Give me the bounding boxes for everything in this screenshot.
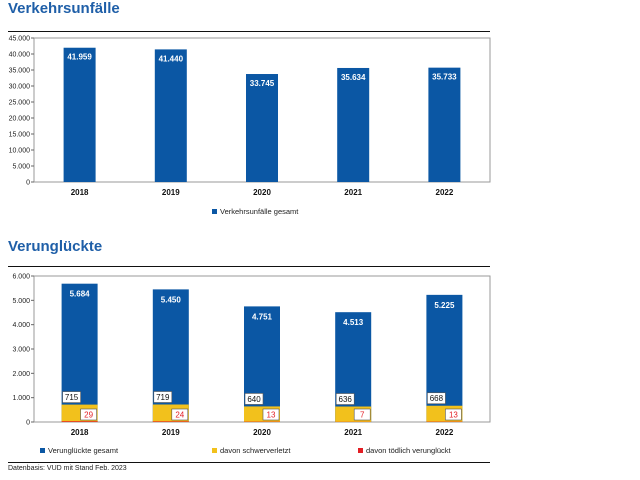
chart1-ytick-label: 5.000 [12,164,30,171]
chart2-severe-label-box [62,391,81,403]
chart1-title: Verkehrsunfälle [8,0,120,17]
chart2-ytick-label: 0 [26,420,30,427]
chart1-ytick-label: 15.000 [9,132,31,139]
chart2-legend-severe-label: davon schwerverletzt [220,446,291,455]
chart2-fatal-label-box [262,408,280,421]
chart1-xtick-label: 2021 [344,188,362,197]
chart2-severe-label: 719 [156,393,170,402]
chart2-total-label: 4.513 [343,318,364,327]
chart2-xtick-label: 2019 [162,428,180,437]
chart2-severe-label-box [153,391,173,403]
chart2-ytick-label: 6.000 [12,274,30,281]
chart2-legend-total-label: Verunglückte gesamt [48,446,119,455]
source-note: Datenbasis: VUD mit Stand Feb. 2023 [8,465,127,472]
chart1-ytick-label: 45.000 [9,36,31,43]
chart2-severe-label: 640 [247,395,261,404]
chart1-bar [154,49,187,182]
chart1-ytick-label: 40.000 [9,52,31,59]
chart1-bar [337,67,370,182]
chart2-legend-severe-swatch [212,448,217,453]
chart2-severe-label-box [427,392,446,405]
chart2-ytick-label: 4.000 [12,322,30,329]
chart2-top-rule [8,266,490,267]
chart1-ytick-label: 30.000 [9,84,31,91]
chart1-bar [246,74,278,182]
chart2-total-label: 5.225 [434,301,455,310]
chart1-top-rule [8,31,490,32]
chart1-ytick-label: 10.000 [9,148,31,155]
chart2-ytick-label: 5.000 [12,298,30,305]
chart1-data-label: 41.440 [159,54,184,63]
chart2-fatal-label-box [445,408,462,421]
chart2-total-label: 5.450 [161,295,182,304]
chart2-fatal-label-box [353,408,371,421]
chart2-xtick-label: 2020 [253,428,271,437]
chart1-xtick-label: 2022 [436,188,454,197]
chart2-total-label: 4.751 [252,312,273,321]
chart2-bar-total [335,312,372,422]
chart1-xtick-label: 2018 [71,188,89,197]
chart2-fatal-label: 7 [360,411,365,420]
chart2-xtick-label: 2018 [71,428,89,437]
chart2-ytick-label: 1.000 [12,395,30,402]
chart1-xtick-label: 2019 [162,188,180,197]
chart2-xtick-label: 2021 [344,428,362,437]
chart2-severe-label: 636 [339,395,353,404]
chart1-ytick-label: 20.000 [9,116,31,123]
chart1-ytick-label: 25.000 [9,100,31,107]
chart2-severe-label-box [244,393,264,405]
chart1-data-label: 35.634 [341,73,366,82]
chart2-fatal-label: 24 [175,411,184,420]
chart2-bar-fatal [61,421,98,422]
chart1-legend-label: Verkehrsunfälle gesamt [220,207,299,216]
chart1-ytick-label: 0 [26,180,30,187]
chart2-fatal-label: 13 [267,411,276,420]
chart2-severe-label: 715 [65,393,79,402]
chart2-legend-total-swatch [40,448,45,453]
chart2-xtick-label: 2022 [436,428,454,437]
chart2-fatal-label: 13 [449,411,458,420]
chart2-total-label: 5.684 [70,290,91,299]
chart1-data-label: 35.733 [432,73,457,82]
chart2-severe-label-box [335,393,355,405]
chart1-bar [63,47,96,182]
chart2-fatal-label-box [80,408,97,421]
chart2-fatal-label: 29 [84,411,93,420]
chart1-data-label: 33.745 [250,79,275,88]
chart2-ytick-label: 2.000 [12,371,30,378]
footer-rule [8,462,490,463]
chart2-bar-fatal [152,421,189,422]
chart2-severe-label: 668 [430,394,444,403]
chart2-ytick-label: 3.000 [12,347,30,354]
chart2-fatal-label-box [171,408,189,421]
chart1-xtick-label: 2020 [253,188,271,197]
chart1-legend-swatch [212,209,217,214]
chart2-title: Verunglückte [8,238,103,255]
chart2-legend-fatal-label: davon tödlich verunglückt [366,446,452,455]
chart2-legend-fatal-swatch [358,448,363,453]
chart1-ytick-label: 35.000 [9,68,31,75]
chart1-bar [428,67,461,182]
chart1-data-label: 41.959 [67,53,92,62]
